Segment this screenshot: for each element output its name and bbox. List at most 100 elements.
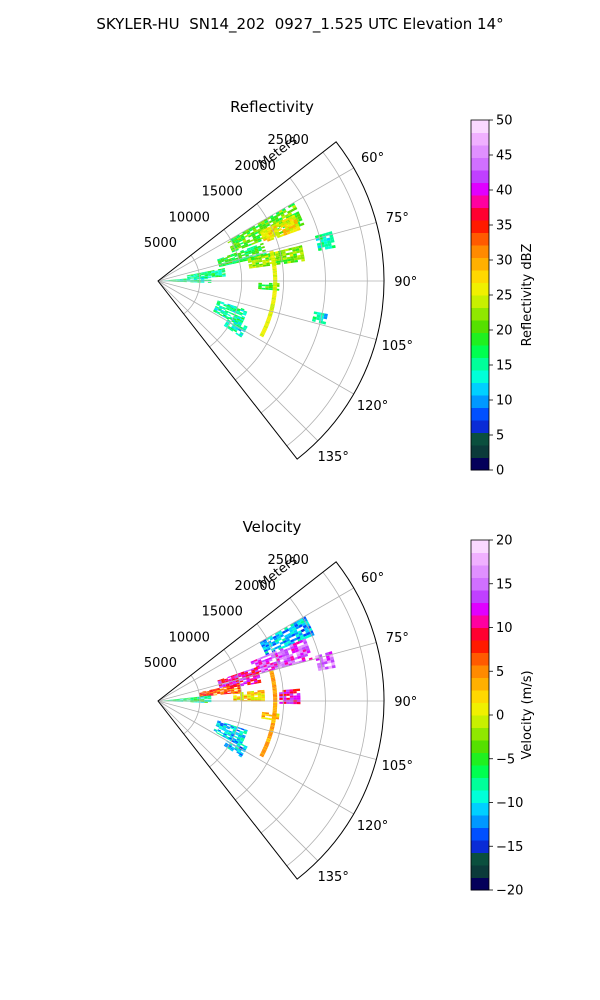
echo-cell	[190, 274, 194, 276]
echo-cell	[210, 270, 215, 272]
colorbar-segment	[471, 690, 489, 703]
echo-cell	[253, 678, 258, 681]
echo-cell	[272, 293, 277, 295]
echo-cell	[329, 656, 334, 661]
echo-cell	[291, 660, 296, 664]
echo-cell	[219, 313, 223, 317]
echo-cell	[261, 698, 265, 700]
echo-cell	[267, 640, 272, 645]
echo-cell	[271, 719, 276, 721]
echo-cell	[256, 674, 261, 678]
colorbar-segment	[471, 395, 489, 408]
echo-cell	[271, 262, 276, 265]
echo-cell	[217, 679, 222, 682]
echo-cell	[282, 255, 287, 259]
echo-cell	[268, 232, 273, 236]
echo-cell	[289, 695, 294, 698]
echo-cell	[213, 309, 218, 313]
echo-cell	[293, 637, 298, 642]
echo-cell	[267, 315, 272, 318]
echo-cell	[246, 247, 251, 251]
colorbar-tick-label: −10	[496, 796, 523, 811]
echo-cell	[288, 212, 293, 216]
echo-cell	[183, 698, 187, 700]
echo-region	[162, 695, 212, 703]
echo-cell	[288, 247, 293, 251]
echo-cell	[206, 691, 210, 694]
echo-cell	[243, 241, 248, 245]
echo-cell	[285, 227, 290, 231]
echo-cell	[202, 694, 207, 696]
echo-cell	[314, 235, 319, 239]
echo-cell	[193, 274, 198, 276]
echo-cell	[200, 699, 205, 701]
colorbar-tick-label: 5	[496, 665, 504, 680]
echo-cell	[281, 251, 286, 255]
echo-cell	[320, 312, 325, 316]
echo-cell	[299, 249, 304, 253]
echo-cell	[256, 657, 261, 661]
echo-cell	[300, 654, 305, 658]
echo-cell	[226, 684, 230, 687]
colorbar-segment	[471, 715, 489, 728]
echo-cell	[216, 258, 221, 261]
colorbar-segment	[471, 590, 489, 603]
echo-cell	[234, 238, 239, 242]
echo-cell	[312, 316, 317, 320]
echo-cell	[237, 688, 242, 691]
echo-cell	[216, 692, 221, 695]
echo-cell	[258, 662, 263, 666]
echo-cell	[228, 737, 232, 740]
echo-cell	[197, 279, 201, 281]
echo-cell	[293, 656, 298, 661]
echo-cell	[229, 748, 234, 752]
echo-cell	[227, 319, 231, 323]
echo-cell	[226, 254, 231, 258]
colorbar-segment	[471, 827, 489, 841]
echo-cell	[207, 697, 212, 699]
echo-cell	[187, 276, 191, 278]
echo-cell	[216, 687, 220, 690]
echo-cell	[244, 234, 249, 238]
echo-cell	[224, 258, 229, 261]
echo-cell	[231, 676, 235, 679]
echo-cell	[209, 690, 214, 692]
echo-cell	[237, 749, 241, 754]
echo-cell	[223, 744, 228, 748]
echo-cell	[218, 272, 223, 275]
colorbar-segment	[471, 157, 489, 171]
echo-cell	[266, 228, 271, 232]
echo-cell	[272, 220, 277, 224]
echo-cell	[190, 280, 194, 281]
echo-cell	[204, 274, 209, 276]
echo-cell	[250, 690, 255, 693]
echo-cell	[254, 692, 258, 694]
echo-cell	[299, 652, 305, 656]
echo-cell	[217, 721, 221, 724]
echo-cell	[289, 254, 294, 257]
echo-cell	[268, 311, 273, 315]
echo-cell	[225, 262, 230, 265]
echo-cell	[229, 727, 234, 730]
echo-cell	[224, 730, 229, 733]
echo-cell	[232, 680, 237, 683]
echo-cell	[314, 655, 319, 659]
echo-cell	[262, 264, 267, 267]
echo-cell	[289, 227, 294, 232]
echo-cell	[272, 711, 277, 714]
echo-cell	[227, 690, 231, 692]
echo-cell	[274, 216, 279, 221]
echo-cell	[234, 740, 239, 744]
azimuth-spoke	[157, 700, 354, 815]
echo-cell	[254, 669, 259, 673]
echo-cell	[211, 271, 215, 274]
echo-cell	[233, 308, 237, 311]
echo-cell	[229, 684, 234, 687]
echo-cell	[222, 264, 227, 267]
echo-cell	[328, 665, 333, 670]
colorbar-segment	[471, 540, 489, 553]
echo-cell	[274, 631, 279, 636]
echo-cell	[221, 270, 226, 272]
echo-cell	[272, 285, 278, 288]
